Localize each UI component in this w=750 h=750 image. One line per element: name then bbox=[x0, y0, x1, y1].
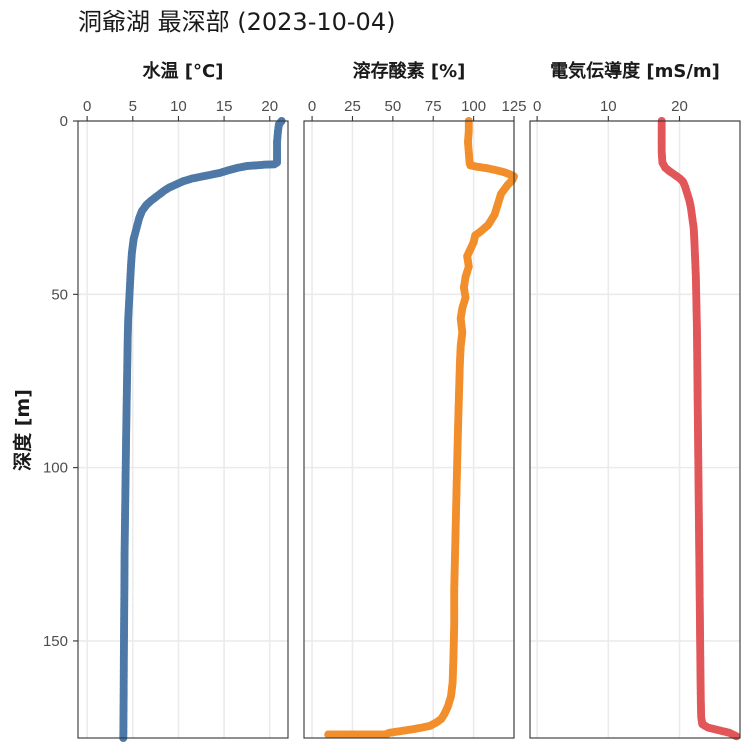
panel-2: 0 25 50 75 100 125 溶存酸素 [%] bbox=[303, 60, 527, 739]
panel-border bbox=[77, 120, 289, 739]
chart-title: 洞爺湖 最深部 (2023-10-04) bbox=[78, 8, 395, 36]
data-point bbox=[119, 732, 128, 741]
series-points bbox=[657, 117, 741, 741]
data-point bbox=[326, 730, 335, 739]
panel-3: 0 10 20 電気伝導度 [mS/m] bbox=[529, 60, 741, 741]
series-points bbox=[324, 117, 518, 739]
x-tick-label: 100 bbox=[461, 98, 486, 115]
x-tick-label: 10 bbox=[600, 98, 617, 115]
x-tick-label: 20 bbox=[671, 98, 688, 115]
x-tick-label: 125 bbox=[501, 98, 526, 115]
panel-title: 水温 [°C] bbox=[143, 60, 224, 82]
y-tick-label: 100 bbox=[43, 460, 68, 477]
panel-border bbox=[529, 120, 741, 739]
y-tick-label: 0 bbox=[60, 113, 68, 130]
panel-1: 0 5 10 15 20 水温 [°C] 0 50 100 150 bbox=[43, 60, 289, 742]
x-tick-label: 0 bbox=[533, 98, 541, 115]
x-tick-label: 25 bbox=[344, 98, 361, 115]
x-tick-label: 50 bbox=[385, 98, 402, 115]
x-tick-label: 0 bbox=[308, 98, 316, 115]
y-tick-label: 150 bbox=[43, 633, 68, 650]
x-tick-label: 5 bbox=[129, 98, 137, 115]
x-tick-label: 20 bbox=[261, 98, 278, 115]
x-tick-label: 10 bbox=[170, 98, 187, 115]
panel-title: 電気伝導度 [mS/m] bbox=[550, 60, 720, 82]
data-point bbox=[730, 731, 739, 740]
panel-title: 溶存酸素 [%] bbox=[353, 60, 466, 82]
panel-border bbox=[303, 120, 515, 739]
y-axis-label: 深度 [m] bbox=[11, 389, 34, 471]
series-points bbox=[119, 117, 286, 742]
x-tick-label: 15 bbox=[216, 98, 233, 115]
x-tick-label: 75 bbox=[425, 98, 442, 115]
y-tick-label: 50 bbox=[51, 286, 68, 303]
x-tick-label: 0 bbox=[83, 98, 91, 115]
